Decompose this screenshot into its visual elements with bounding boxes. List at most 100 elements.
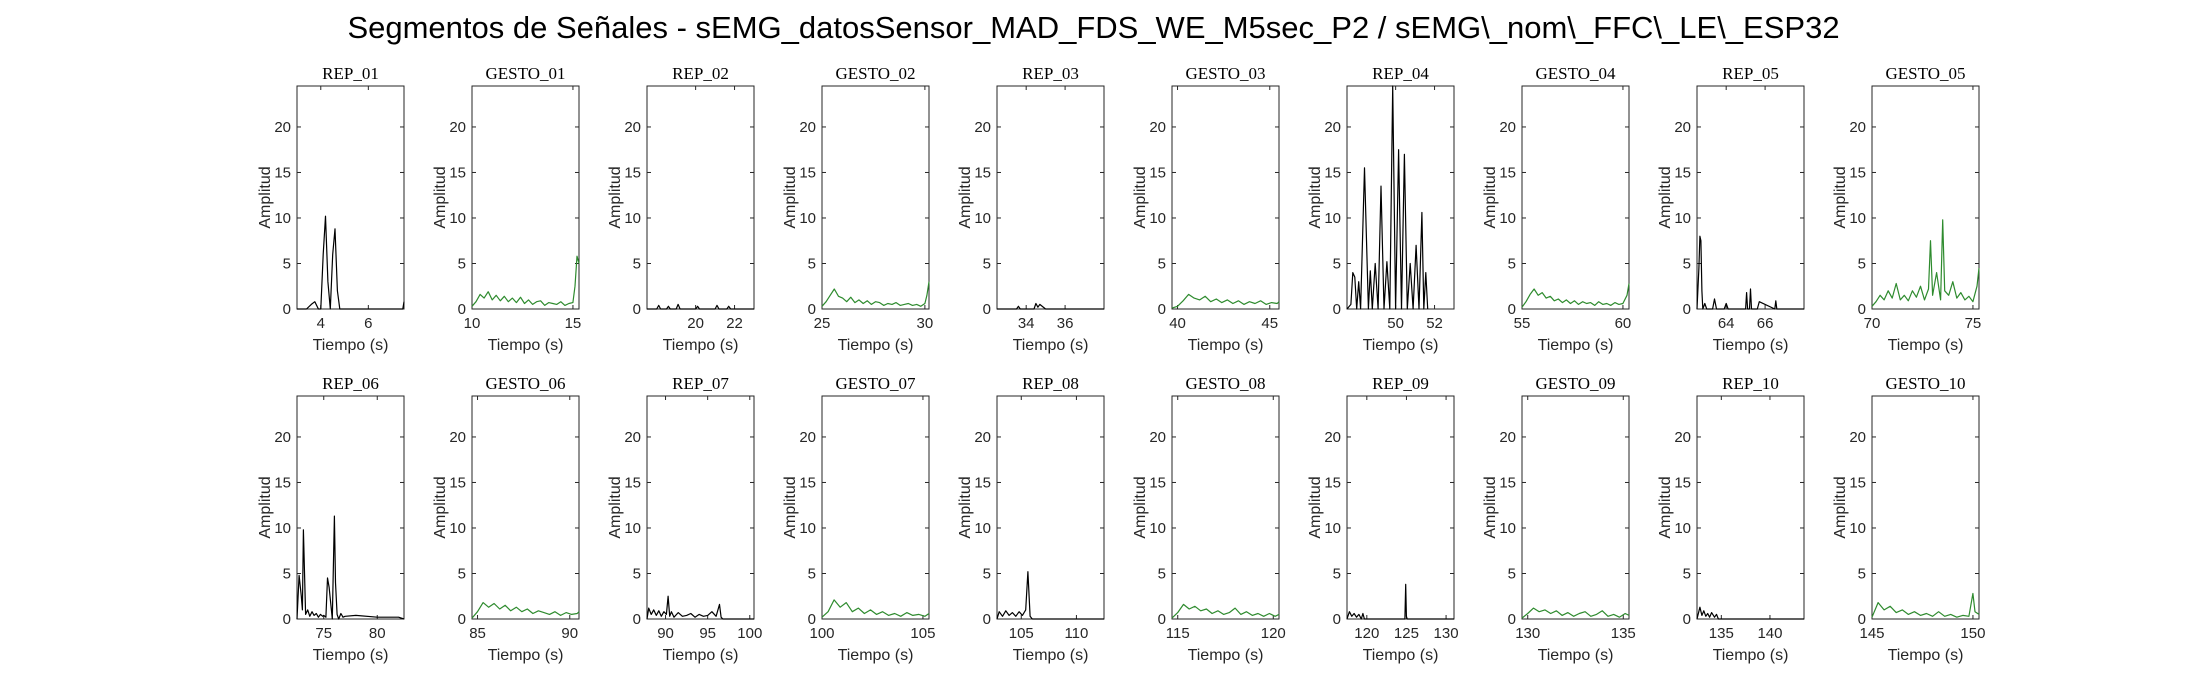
axes-box bbox=[996, 395, 1105, 620]
y-tick-label: 20 bbox=[274, 429, 291, 446]
signal-line bbox=[471, 255, 580, 307]
y-axis-label: Amplitud bbox=[432, 476, 449, 538]
y-tick-label: 0 bbox=[1333, 301, 1341, 318]
y-tick-label: 0 bbox=[983, 301, 991, 318]
y-tick-label: 5 bbox=[1858, 565, 1866, 582]
signal-line bbox=[296, 515, 405, 620]
y-tick-label: 20 bbox=[449, 429, 466, 446]
y-tick-label: 20 bbox=[799, 119, 816, 136]
y-tick-label: 20 bbox=[974, 429, 991, 446]
signal-line bbox=[1171, 293, 1280, 309]
axes-box bbox=[1171, 395, 1280, 620]
y-tick-label: 10 bbox=[1674, 210, 1691, 227]
x-tick-label: 120 bbox=[1261, 625, 1286, 642]
y-tick-label: 15 bbox=[1849, 474, 1866, 491]
axes-box bbox=[646, 85, 755, 310]
y-tick-label: 5 bbox=[1158, 565, 1166, 582]
y-tick-label: 15 bbox=[1324, 164, 1341, 181]
x-axis-label: Tiempo (s) bbox=[1363, 337, 1439, 354]
y-tick-label: 15 bbox=[1149, 164, 1166, 181]
x-axis-label: Tiempo (s) bbox=[1013, 647, 1089, 664]
y-tick-label: 0 bbox=[1683, 611, 1691, 628]
x-tick-label: 110 bbox=[1064, 625, 1088, 642]
y-tick-label: 15 bbox=[799, 164, 816, 181]
y-tick-label: 0 bbox=[1333, 611, 1341, 628]
x-tick-label: 25 bbox=[814, 315, 831, 332]
x-tick-label: 80 bbox=[369, 625, 386, 642]
y-tick-label: 10 bbox=[624, 520, 641, 537]
signal-line bbox=[646, 595, 754, 620]
y-tick-label: 0 bbox=[283, 611, 291, 628]
subplot-title: GESTO_10 bbox=[1886, 374, 1966, 393]
signal-line bbox=[996, 571, 1104, 620]
y-axis-label: Amplitud bbox=[1132, 166, 1149, 228]
y-tick-label: 0 bbox=[283, 301, 291, 318]
figure-title: Segmentos de Señales - sEMG_datosSensor_… bbox=[347, 10, 1840, 45]
axes-box bbox=[646, 395, 755, 620]
x-tick-label: 130 bbox=[1515, 625, 1540, 642]
axes-box bbox=[1521, 85, 1630, 310]
signal-line bbox=[1696, 235, 1804, 310]
y-axis-label: Amplitud bbox=[1307, 166, 1324, 228]
x-tick-label: 6 bbox=[364, 315, 372, 332]
x-tick-label: 140 bbox=[1757, 625, 1782, 642]
y-axis-label: Amplitud bbox=[1132, 476, 1149, 538]
y-tick-label: 0 bbox=[1858, 611, 1866, 628]
subplot-title: REP_07 bbox=[672, 374, 729, 393]
y-tick-label: 15 bbox=[799, 474, 816, 491]
signal-line bbox=[1871, 219, 1980, 307]
x-axis-label: Tiempo (s) bbox=[1538, 647, 1614, 664]
y-tick-label: 20 bbox=[974, 119, 991, 136]
y-tick-label: 20 bbox=[1324, 429, 1341, 446]
subplot-rep-06: REP_06 0 5 10 15 20 75 80 Tiempo (s) Amplitud bbox=[257, 374, 405, 664]
y-tick-label: 20 bbox=[1849, 429, 1866, 446]
y-axis-label: Amplitud bbox=[1657, 166, 1674, 228]
subplot-title: REP_01 bbox=[322, 64, 379, 83]
y-tick-label: 15 bbox=[449, 164, 466, 181]
y-axis-label: Amplitud bbox=[1482, 166, 1499, 228]
y-tick-label: 5 bbox=[983, 565, 991, 582]
subplot-gesto-10: GESTO_10 0 5 10 15 20 145 150 Tiempo (s) Amplitud bbox=[1832, 374, 1985, 664]
y-tick-label: 15 bbox=[1149, 474, 1166, 491]
y-tick-label: 0 bbox=[1683, 301, 1691, 318]
y-tick-label: 20 bbox=[799, 429, 816, 446]
x-tick-label: 52 bbox=[1426, 315, 1443, 332]
x-tick-label: 66 bbox=[1757, 315, 1774, 332]
subplot-title: GESTO_07 bbox=[836, 374, 916, 393]
subplot-rep-01: REP_01 0 5 10 15 20 4 6 Tiempo (s) Amplitud bbox=[257, 64, 405, 354]
x-axis-label: Tiempo (s) bbox=[1713, 647, 1789, 664]
x-tick-label: 45 bbox=[1261, 315, 1278, 332]
y-tick-label: 15 bbox=[1324, 474, 1341, 491]
y-axis-label: Amplitud bbox=[607, 476, 624, 538]
subplot-title: GESTO_02 bbox=[836, 64, 916, 83]
y-tick-label: 0 bbox=[1158, 611, 1166, 628]
y-tick-label: 0 bbox=[633, 301, 641, 318]
y-tick-label: 20 bbox=[624, 119, 641, 136]
signal-line bbox=[1696, 606, 1804, 620]
x-axis-label: Tiempo (s) bbox=[1013, 337, 1089, 354]
y-tick-label: 5 bbox=[458, 565, 466, 582]
x-tick-label: 120 bbox=[1354, 625, 1379, 642]
y-axis-label: Amplitud bbox=[782, 476, 799, 538]
x-tick-label: 30 bbox=[917, 315, 934, 332]
y-tick-label: 20 bbox=[449, 119, 466, 136]
y-tick-label: 10 bbox=[1324, 210, 1341, 227]
x-tick-label: 70 bbox=[1864, 315, 1881, 332]
y-tick-label: 20 bbox=[624, 429, 641, 446]
y-tick-label: 15 bbox=[1849, 164, 1866, 181]
subplot-title: GESTO_04 bbox=[1536, 64, 1616, 83]
y-tick-label: 5 bbox=[1683, 255, 1691, 272]
y-tick-label: 5 bbox=[283, 565, 291, 582]
y-tick-label: 20 bbox=[1149, 429, 1166, 446]
signal-line bbox=[997, 302, 1104, 310]
subplot-gesto-09: GESTO_09 0 5 10 15 20 130 135 Tiempo (s) Amplitud bbox=[1482, 374, 1636, 664]
y-tick-label: 5 bbox=[808, 255, 816, 272]
x-tick-label: 90 bbox=[657, 625, 674, 642]
y-tick-label: 5 bbox=[1508, 255, 1516, 272]
subplot-rep-04: REP_04 0 5 10 15 20 50 52 Tiempo (s) Amplitud bbox=[1307, 64, 1455, 354]
y-tick-label: 0 bbox=[808, 611, 816, 628]
x-axis-label: Tiempo (s) bbox=[1538, 337, 1614, 354]
x-tick-label: 105 bbox=[1009, 625, 1034, 642]
